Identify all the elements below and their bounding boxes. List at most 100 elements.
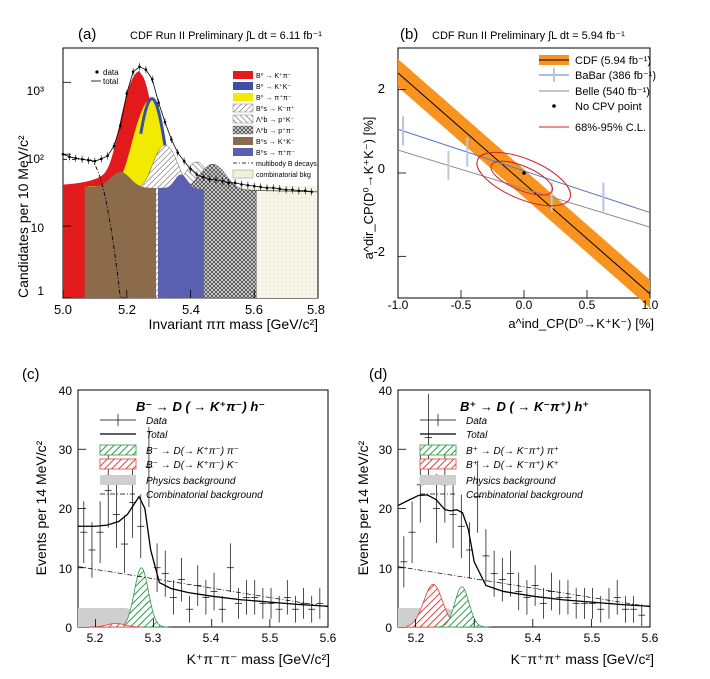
- panel-b: (b) CDF Run II Preliminary ∫L dt = 5.94 …: [361, 26, 659, 331]
- panel-d-legend: Data Total B⁺ → D(→ K⁻π⁺) π⁺ B⁺ → D(→ K⁻π⁺)…: [419, 414, 583, 501]
- legend-label: Total: [146, 430, 168, 441]
- legend-label: Combinatorial background: [146, 490, 263, 501]
- legend-swatch: [419, 444, 457, 456]
- panel-a-xtick: 5.6: [245, 302, 263, 317]
- data-point: [246, 183, 250, 187]
- legend-label: No CPV point: [575, 101, 642, 113]
- legend-label: B⁰s → K⁺K⁻: [256, 138, 295, 146]
- legend-label: Data: [146, 416, 168, 427]
- legend-label: CDF (5.94 fb⁻¹): [575, 55, 651, 67]
- panel-d-xlabel: K⁻π⁺π⁺ mass [GeV/c²]: [511, 651, 654, 667]
- panel-b-ytick: 0: [378, 161, 385, 176]
- legend-swatch: [420, 475, 456, 485]
- panel-c-frame: [77, 389, 329, 628]
- ellipse-68: [490, 160, 553, 196]
- legend-label: B⁰ → π⁺π⁻: [256, 94, 292, 102]
- panel-c-xtick: 5.4: [203, 631, 220, 645]
- data-point: [99, 157, 103, 161]
- legend-label: Belle (540 fb⁻¹): [575, 86, 650, 98]
- multibody-line: [63, 158, 127, 299]
- legend-swatch: [233, 93, 253, 101]
- data-point: [297, 189, 301, 193]
- component-bs-pipi: [157, 174, 204, 298]
- panel-a-legend-left: data total: [91, 68, 119, 86]
- combinatorial-line: [77, 566, 329, 608]
- total-fit-line: [62, 66, 312, 193]
- signal-dk: [89, 623, 143, 628]
- panel-b-header: CDF Run II Preliminary ∫L dt = 5.94 fb⁻¹: [432, 30, 625, 42]
- data-point: [265, 186, 269, 190]
- legend-label: Physics background: [466, 476, 556, 487]
- panel-d-ytick: 20: [379, 502, 393, 516]
- legend-label: Physics background: [146, 476, 236, 487]
- data-point: [170, 138, 173, 141]
- legend-label: combinatorial bkg: [256, 172, 311, 179]
- data-point: [87, 159, 90, 162]
- data-point: [74, 156, 78, 160]
- data-point: [157, 101, 160, 105]
- panel-a-ytick: 10: [31, 221, 45, 235]
- panel-d: (d) B⁺ → D ( → K⁻π⁺) h⁺ Data Total B⁺ → D(…: [355, 366, 659, 667]
- data-point: [131, 70, 135, 74]
- data-point: [68, 155, 71, 159]
- panel-c-ytick: 40: [59, 384, 73, 398]
- legend-label: BaBar (386 fb⁻¹): [575, 70, 656, 82]
- panel-c-ytick: 0: [65, 621, 72, 635]
- legend-label: B⁰s → K⁻π⁺: [256, 105, 295, 113]
- babar-line: [397, 128, 651, 214]
- panel-b-legend: CDF (5.94 fb⁻¹) BaBar (386 fb⁻¹) Belle (…: [539, 55, 656, 134]
- panel-c-xtick: 5.6: [320, 631, 337, 645]
- panel-c-label: (c): [22, 366, 40, 383]
- data-point: [138, 65, 141, 68]
- panel-b-xlabel: a^ind_CP(D⁰→K⁺K⁻) [%]: [508, 316, 654, 331]
- panel-d-ytick: 30: [379, 443, 393, 457]
- panel-b-label: (b): [400, 26, 418, 43]
- legend-swatch: [99, 444, 137, 456]
- data-point: [201, 175, 205, 179]
- legend-swatch: [232, 169, 254, 179]
- legend-label: multibody B decays: [256, 161, 317, 168]
- panel-c-ytick: 30: [59, 443, 73, 457]
- legend-label: data: [103, 68, 119, 77]
- legend-label: B⁺ → D(→ K⁻π⁺) K⁺: [466, 460, 559, 471]
- legend-data-marker: [95, 70, 99, 74]
- panel-b-ylabel: a^dir_CP(D⁰→K⁺K⁻) [%]: [361, 117, 376, 260]
- panel-a-ylabel: Candidates per 10 MeV/c²: [15, 135, 31, 298]
- panel-a-ytick: 10²: [27, 152, 44, 166]
- legend-label: Λ⁰b → p⁺K⁻: [256, 116, 295, 124]
- panel-a-ytick: 10³: [27, 84, 44, 98]
- legend-label: 68%-95% C.L.: [575, 122, 646, 134]
- panel-b-xtick: 0.0: [516, 298, 533, 312]
- data-point: [106, 154, 109, 158]
- data-point: [80, 157, 84, 161]
- panel-d-ytick: 40: [379, 384, 393, 398]
- ellipse-95: [476, 151, 571, 207]
- panel-c-ylabel: Events per 14 MeV/c²: [33, 440, 49, 575]
- panel-a-xlabel: Invariant ππ mass [GeV/c²]: [149, 316, 318, 332]
- data-point: [195, 173, 199, 176]
- panel-a-xtick: 5.8: [307, 302, 325, 317]
- legend-swatch: [233, 82, 253, 90]
- panel-c-xlabel: K⁺π⁻π⁻ mass [GeV/c²]: [187, 651, 330, 667]
- panel-a-label: (a): [78, 26, 96, 43]
- legend-label: Combinatorial background: [466, 490, 583, 501]
- panel-c-xtick: 5.2: [87, 631, 104, 645]
- panel-d-header: B⁺ → D ( → K⁻π⁺) h⁺: [460, 399, 589, 414]
- panel-a-header: CDF Run II Preliminary ∫L dt = 6.11 fb⁻¹: [130, 30, 322, 42]
- data-point: [284, 188, 288, 192]
- data-point: [125, 92, 129, 95]
- legend-dot: [552, 104, 556, 108]
- panel-a-legend-right: B⁰ → K⁺π⁻ B⁰ → K⁺K⁻ B⁰ → π⁺π⁻ B⁰s → K⁻π⁺…: [232, 71, 317, 179]
- legend-swatch: [99, 458, 137, 470]
- panel-b-xtick: 1.0: [642, 298, 659, 312]
- legend-label: B⁻ → D(→ K⁺π⁻) K⁻: [146, 460, 239, 471]
- legend-swatch: [233, 137, 253, 145]
- data-point: [291, 188, 294, 192]
- panel-d-xtick: 5.5: [584, 631, 601, 645]
- belle-line: [397, 149, 651, 228]
- legend-label: B⁰ → K⁺K⁻: [256, 83, 291, 91]
- component-bs-kk: [84, 171, 157, 298]
- data-point: [227, 181, 231, 185]
- data-point: [163, 120, 167, 124]
- legend-label: Data: [466, 416, 488, 427]
